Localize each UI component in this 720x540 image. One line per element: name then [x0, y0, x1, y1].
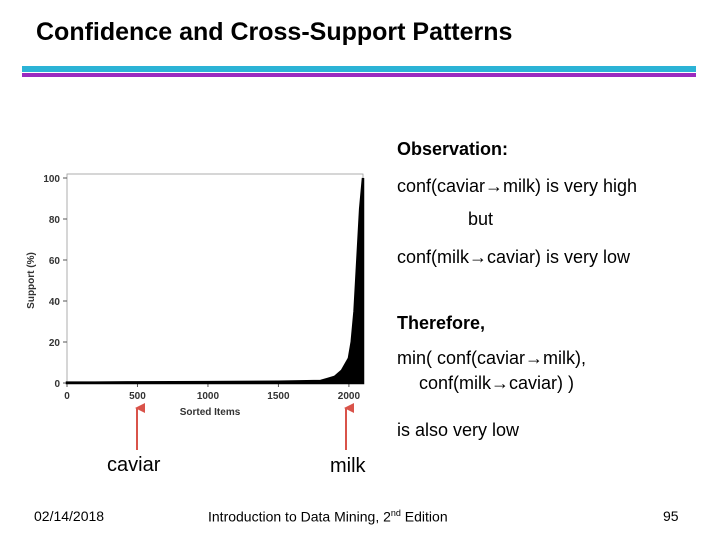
caviar-label: caviar — [107, 454, 161, 476]
y-tick-label: 60 — [49, 256, 61, 267]
x-tick-label: 500 — [129, 391, 146, 402]
x-tick-label: 2000 — [338, 391, 361, 402]
footer-book-suffix: Edition — [400, 508, 448, 525]
therefore-label: Therefore, — [397, 313, 486, 333]
observation-but: but — [468, 209, 494, 229]
conclusion-line: is also very low — [397, 420, 520, 440]
y-tick-label: 20 — [49, 338, 61, 349]
y-tick-label: 100 — [43, 174, 60, 185]
title-underline-purple — [22, 73, 696, 77]
min-line-2: conf(milk→caviar) ) — [419, 373, 575, 393]
observation-heading: Observation: — [397, 139, 509, 159]
min-line-1: min( conf(caviar→milk), — [397, 348, 587, 368]
footer-date: 02/14/2018 — [34, 508, 105, 524]
y-axis-label: Support (%) — [26, 252, 37, 309]
x-tick-label: 0 — [64, 391, 70, 402]
x-tick-label: 1000 — [197, 391, 220, 402]
footer-book-sup: nd — [390, 508, 401, 518]
footer-book-prefix: Introduction to Data Mining, 2 — [208, 508, 391, 525]
y-tick-label: 40 — [49, 297, 61, 308]
x-tick-label: 1500 — [267, 391, 290, 402]
y-tick-label: 80 — [49, 215, 61, 226]
x-axis-label: Sorted Items — [180, 407, 241, 418]
series-area-0 — [65, 177, 365, 385]
footer-page-number: 95 — [663, 508, 679, 524]
milk-label: milk — [330, 455, 366, 477]
title-underline-cyan — [22, 66, 696, 72]
observation-line-2: conf(milk→caviar) is very low — [397, 247, 631, 267]
slide-title: Confidence and Cross-Support Patterns — [36, 18, 513, 46]
y-tick-label: 0 — [54, 379, 60, 390]
observation-line-1: conf(caviar→milk) is very high — [397, 176, 638, 196]
footer-book-title: Introduction to Data Mining, 2nd Edition — [208, 508, 448, 525]
